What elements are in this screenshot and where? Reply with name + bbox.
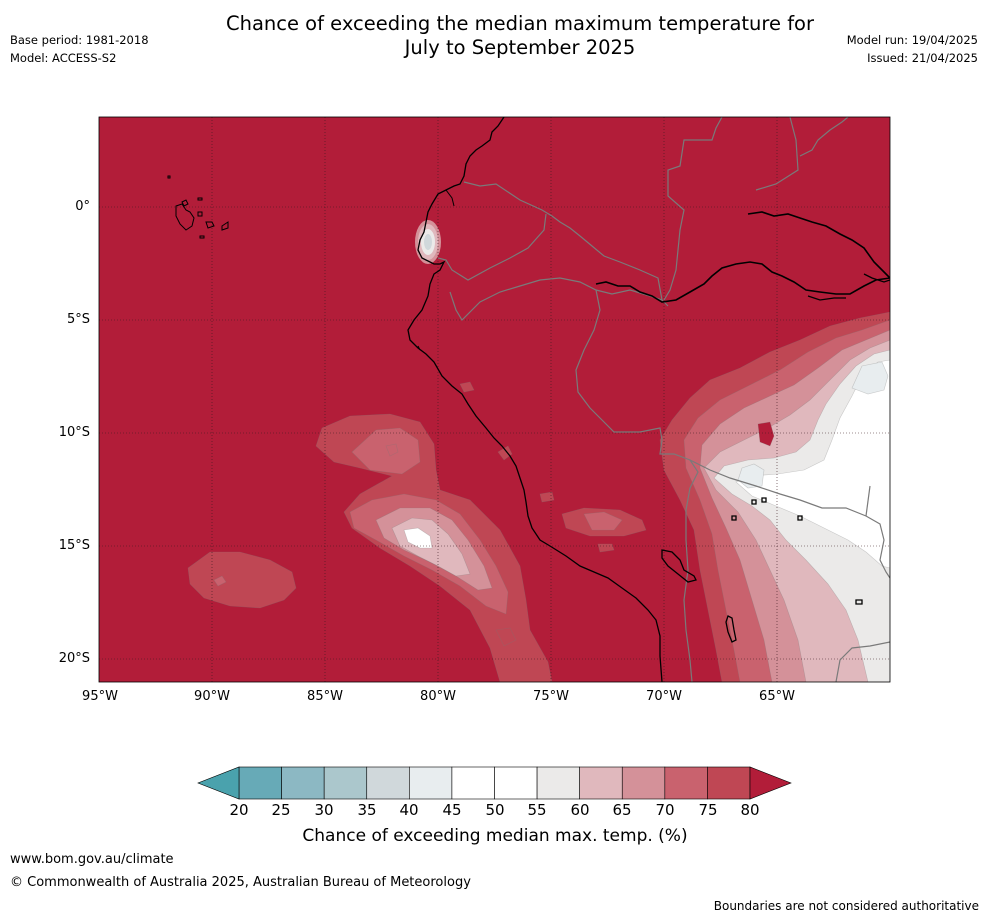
lat-label-20s: 20°S [58, 651, 90, 666]
colorbar-bin-35-40 [366, 766, 410, 800]
colorbar-tick-75: 75 [698, 801, 718, 819]
footer-url[interactable]: www.bom.gov.au/climate [10, 852, 174, 867]
footer-disclaimer: Boundaries are not considered authoritat… [713, 899, 979, 913]
colorbar-tick-65: 65 [612, 801, 632, 819]
coastlines [407, 117, 890, 682]
colorbar-bin-40-45 [409, 766, 453, 800]
lon-label-95w: 95°W [82, 689, 118, 704]
model-name: Model: ACCESS-S2 [10, 51, 117, 65]
colorbar-tick-35: 35 [357, 801, 377, 819]
galapagos-islands [167, 175, 229, 239]
footer-copyright: © Commonwealth of Australia 2025, Austra… [10, 875, 471, 890]
country-borders [437, 117, 890, 682]
meta-left: Base period: 1981-2018 Model: ACCESS-S2 [10, 31, 149, 67]
colorbar-bin-30-35 [323, 766, 368, 800]
base-period: Base period: 1981-2018 [10, 33, 149, 47]
title-line-2: July to September 2025 [404, 36, 636, 59]
colorbar-title: Chance of exceeding median max. temp. (%… [302, 826, 688, 846]
colorbar-over-arrow [749, 766, 792, 800]
colorbar-under-arrow [197, 766, 240, 800]
colorbar-bin-25-30 [281, 766, 325, 800]
meta-right: Model run: 19/04/2025 Issued: 21/04/2025 [847, 31, 978, 67]
lon-label-70w: 70°W [646, 689, 682, 704]
colorbar-bin-20-25 [238, 766, 282, 800]
colorbar-tick-70: 70 [655, 801, 675, 819]
colorbar-tick-40: 40 [399, 801, 419, 819]
map-panel [99, 117, 890, 682]
lon-label-75w: 75°W [533, 689, 569, 704]
colorbar-tick-60: 60 [570, 801, 590, 819]
colorbar-bin-60-65 [579, 766, 623, 800]
offshore-probability-contours [187, 381, 647, 682]
colorbar-tick-50: 50 [485, 801, 505, 819]
colorbar-tick-25: 25 [271, 801, 291, 819]
colorbar-bin-75-80 [707, 766, 751, 800]
colorbar-tick-30: 30 [314, 801, 334, 819]
graticule [99, 117, 890, 682]
gulf-anomaly [415, 220, 441, 264]
lat-label-15s: 15°S [58, 538, 90, 553]
lon-label-65w: 65°W [759, 689, 795, 704]
colorbar-bin-45-50 [451, 766, 495, 800]
colorbar-bin-55-60 [536, 766, 580, 800]
colorbar-bin-70-75 [664, 766, 708, 800]
colorbar [197, 766, 792, 800]
map-frame [98, 116, 891, 683]
lon-label-90w: 90°W [194, 689, 230, 704]
lat-label-0: 0° [75, 199, 90, 214]
title-line-1: Chance of exceeding the median maximum t… [225, 12, 815, 35]
colorbar-tick-55: 55 [527, 801, 547, 819]
lon-label-85w: 85°W [307, 689, 343, 704]
colorbar-tick-45: 45 [442, 801, 462, 819]
lat-label-10s: 10°S [58, 425, 90, 440]
colorbar-tick-80: 80 [740, 801, 760, 819]
issued-date: Issued: 21/04/2025 [867, 51, 978, 65]
model-run: Model run: 19/04/2025 [846, 33, 978, 47]
lon-label-80w: 80°W [420, 689, 456, 704]
colorbar-tick-20: 20 [229, 801, 249, 819]
lat-label-5s: 5°S [66, 312, 90, 327]
colorbar-bin-65-70 [621, 766, 666, 800]
colorbar-bin-50-55 [494, 766, 538, 800]
map-title: Chance of exceeding the median maximum t… [200, 12, 840, 60]
